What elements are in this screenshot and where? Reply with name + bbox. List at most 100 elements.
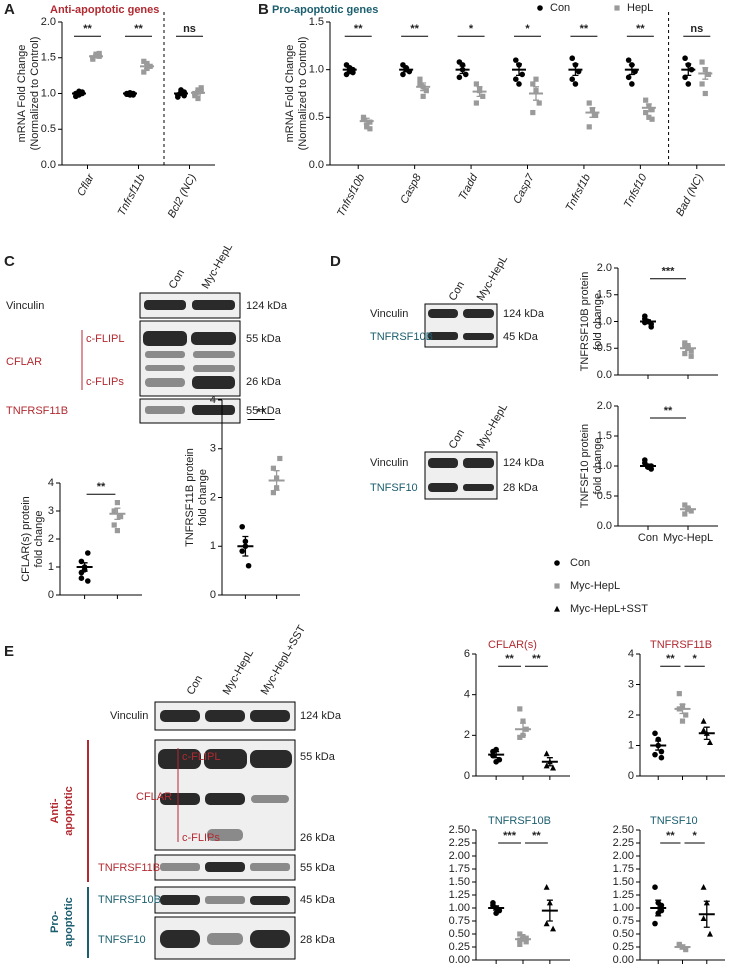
band	[463, 333, 494, 340]
kda-label: 26 kDa	[246, 376, 282, 388]
x-tick-label: Tnfsf10	[622, 171, 650, 210]
band	[160, 895, 200, 905]
significance-label: **	[83, 23, 92, 35]
error-bar	[346, 67, 353, 73]
error-bar	[493, 905, 500, 911]
y-axis-label: CFLAR(s) protein	[20, 496, 32, 582]
chart-title: Pro-apoptotic genes	[272, 4, 378, 16]
data-point	[676, 942, 682, 949]
band	[193, 351, 235, 358]
kda-label: 55 kDa	[300, 862, 336, 874]
data-point	[520, 718, 526, 724]
band	[250, 750, 292, 768]
lane-label: Myc-HepL	[200, 242, 235, 291]
y-tick-label: 0	[628, 770, 634, 782]
significance-label: **	[134, 23, 143, 35]
kda-label: 124 kDa	[246, 300, 288, 312]
data-point	[530, 81, 536, 87]
y-tick-label: 4	[48, 477, 54, 489]
error-bar	[76, 91, 82, 96]
panel-letter: C	[4, 253, 15, 270]
y-tick-label: 2.00	[449, 850, 470, 862]
data-point	[417, 76, 423, 82]
band	[160, 930, 200, 948]
y-tick-label: 1.5	[597, 430, 612, 442]
data-point	[118, 514, 124, 520]
significance-label: ***	[503, 830, 517, 842]
data-point	[144, 60, 150, 67]
data-point	[652, 730, 658, 737]
band	[160, 793, 200, 805]
data-point	[699, 81, 705, 87]
data-point	[643, 97, 649, 103]
data-point	[649, 116, 655, 122]
kda-label: 45 kDa	[300, 894, 336, 906]
y-tick-label: 3	[48, 505, 54, 517]
band	[160, 863, 200, 871]
significance-label: ns	[183, 23, 196, 35]
data-point	[85, 550, 91, 556]
y-tick-label: 2.0	[597, 400, 612, 412]
group-label: Pro-	[49, 911, 61, 933]
data-point	[533, 76, 539, 82]
protein-label: TNFRSF11B	[98, 862, 160, 874]
data-point	[78, 575, 85, 581]
y-tick-label: 4	[210, 394, 216, 406]
y-tick-label: 1	[210, 540, 216, 552]
data-point	[270, 490, 276, 496]
lane-label: Myc-HepL	[221, 648, 256, 697]
data-point	[683, 947, 689, 953]
y-tick-label: 1.0	[309, 64, 324, 76]
y-tick-label: 1.00	[449, 902, 470, 914]
lane-label: Myc-HepL	[475, 402, 510, 451]
data-point	[658, 902, 665, 909]
y-tick-label: 0	[464, 770, 470, 782]
kda-label: 55 kDa	[246, 333, 282, 345]
y-tick-label: 0.0	[597, 369, 612, 381]
y-tick-label: 1.5	[309, 16, 324, 28]
y-tick-label: 2.25	[449, 837, 470, 849]
data-point	[523, 939, 529, 945]
data-point	[682, 55, 688, 62]
kda-label: 28 kDa	[503, 482, 539, 494]
data-point	[530, 109, 536, 116]
error-bar	[685, 345, 691, 352]
data-point	[114, 500, 120, 506]
lane-label: Con	[185, 673, 205, 696]
y-tick-label: 0.50	[613, 928, 634, 940]
protein-label: Vinculin	[370, 308, 408, 320]
legend-label: Myc-HepL+SST	[570, 603, 648, 615]
band	[428, 332, 458, 340]
y-tick-label: 3	[210, 443, 216, 455]
error-bar	[363, 117, 370, 125]
data-point	[198, 85, 204, 91]
error-bar	[685, 63, 692, 77]
y-tick-label: 1.0	[41, 87, 56, 99]
y-axis-label: mRNA Fold Change	[284, 45, 296, 143]
band	[143, 331, 187, 346]
x-tick-label: Cflar	[75, 171, 97, 198]
data-point	[643, 109, 649, 116]
kda-label: 26 kDa	[300, 832, 336, 844]
data-point	[111, 522, 117, 528]
legend-label: HepL	[627, 2, 653, 14]
y-tick-label: 4	[464, 689, 470, 701]
data-point	[658, 754, 665, 761]
y-tick-label: 1.5	[41, 52, 56, 64]
y-tick-label: 0.25	[449, 941, 470, 953]
data-point	[543, 762, 550, 769]
y-axis-label: (Normalized to Control)	[29, 37, 41, 151]
data-point	[519, 71, 525, 78]
data-point	[473, 81, 479, 87]
y-axis-label: fold change	[592, 438, 604, 495]
error-bar	[493, 750, 500, 759]
group-label: Anti-	[49, 798, 61, 823]
band	[205, 896, 245, 904]
x-tick-label: Casp7	[511, 171, 537, 205]
data-point	[550, 764, 557, 771]
band	[145, 351, 185, 358]
kda-label: 124 kDa	[503, 457, 545, 469]
data-point	[648, 324, 654, 330]
protein-label: CFLAR	[136, 791, 172, 803]
legend-marker	[554, 605, 560, 612]
